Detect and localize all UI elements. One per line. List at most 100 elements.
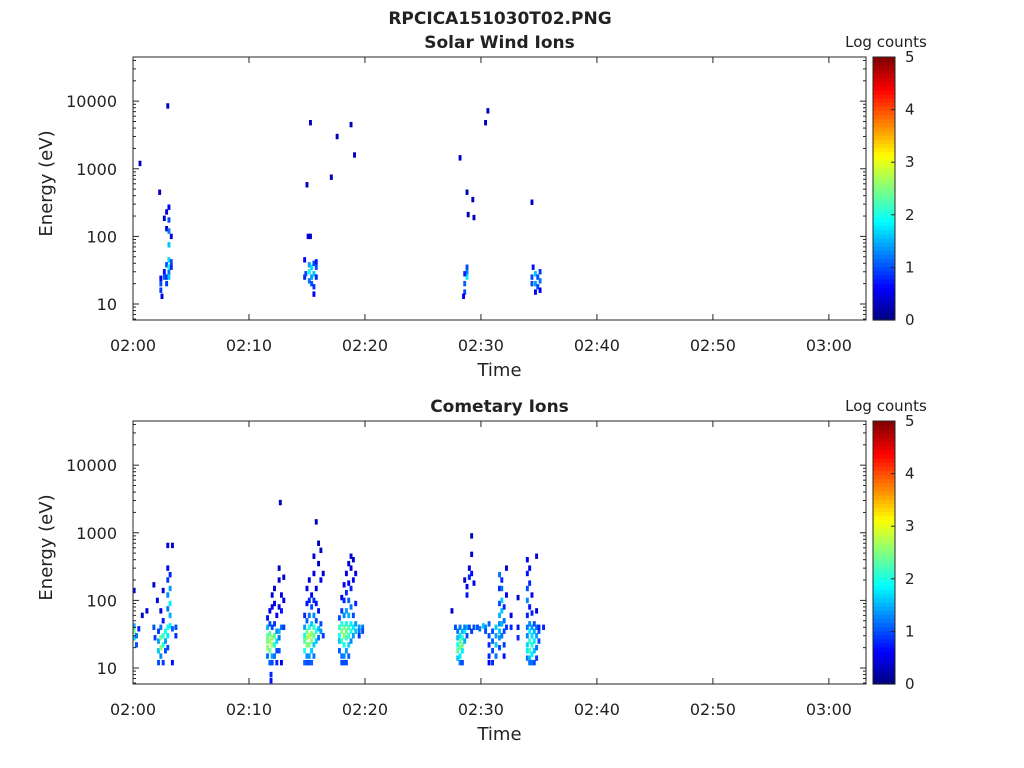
heatmap-cell xyxy=(275,612,279,619)
heatmap-cell xyxy=(530,199,534,205)
colorbar-segment xyxy=(873,548,895,554)
colorbar-segment xyxy=(873,568,895,574)
heatmap-cell xyxy=(167,274,171,280)
colorbar-segment xyxy=(873,425,895,430)
heatmap-cell xyxy=(321,570,325,577)
colorbar-segment xyxy=(873,552,895,558)
x-axis-label: Time xyxy=(476,724,521,745)
colorbar-segment xyxy=(873,449,895,455)
heatmap-cell xyxy=(266,653,269,659)
heatmap-cell xyxy=(349,565,353,571)
colorbar-segment xyxy=(873,254,895,259)
colorbar-segment xyxy=(873,69,895,75)
heatmap-cell xyxy=(494,633,498,639)
heatmap-cell xyxy=(277,648,281,654)
heatmap-cell xyxy=(270,604,274,610)
colorbar-segment xyxy=(873,655,895,660)
heatmap-cell xyxy=(303,624,307,630)
heatmap-cell xyxy=(494,642,498,648)
heatmap-cell xyxy=(167,269,171,275)
heatmap-cell xyxy=(525,556,529,563)
heatmap-cell xyxy=(337,638,341,644)
colorbar-segment xyxy=(873,437,895,443)
heatmap-cell xyxy=(270,592,274,598)
heatmap-cell xyxy=(525,633,529,639)
heatmap-cell xyxy=(137,626,141,632)
heatmap-cell xyxy=(303,633,307,639)
heatmap-cell xyxy=(500,577,504,583)
colorbar-segment xyxy=(873,213,895,218)
heatmap-cell xyxy=(307,597,311,604)
heatmap-cell xyxy=(268,608,272,614)
y-axis-label: Energy (eV) xyxy=(36,494,57,600)
heatmap-cell xyxy=(135,642,138,648)
x-tick-label: 02:20 xyxy=(342,336,388,355)
y-tick-label: 10 xyxy=(97,659,117,678)
colorbar-segment xyxy=(873,283,895,288)
y-tick-label: 100 xyxy=(86,227,117,246)
y-tick-label: 100 xyxy=(86,591,117,610)
heatmap-cell xyxy=(157,659,160,666)
heatmap-cell xyxy=(312,612,316,619)
colorbar-segment xyxy=(873,605,895,611)
heatmap-cell xyxy=(536,274,540,280)
heatmap-cell xyxy=(159,644,163,651)
colorbar-segment xyxy=(873,597,895,603)
heatmap-cell xyxy=(498,644,501,651)
heatmap-cell xyxy=(277,565,281,571)
heatmap-cell xyxy=(174,624,178,630)
colorbar-segment xyxy=(873,638,895,644)
heatmap-cell xyxy=(465,624,469,630)
heatmap-cell xyxy=(307,653,311,659)
heatmap-cell xyxy=(165,225,169,232)
colorbar-segment xyxy=(873,651,895,656)
heatmap-cell xyxy=(310,659,314,666)
heatmap-cell xyxy=(310,280,314,287)
heatmap-cell xyxy=(167,228,171,234)
heatmap-cell xyxy=(498,635,501,641)
heatmap-cell xyxy=(349,621,353,627)
heatmap-cell xyxy=(305,653,309,659)
colorbar-segment xyxy=(873,614,895,619)
heatmap-cell xyxy=(344,648,348,654)
heatmap-cell xyxy=(312,284,316,290)
heatmap-cell xyxy=(498,600,501,607)
heatmap-cell xyxy=(502,653,506,659)
heatmap-cell xyxy=(159,635,163,641)
heatmap-cell xyxy=(307,612,311,619)
colorbar-segment xyxy=(873,667,895,673)
heatmap-cell xyxy=(307,642,311,648)
heatmap-cell xyxy=(305,618,309,624)
heatmap-cell xyxy=(167,204,171,210)
colorbar-label: Log counts xyxy=(845,397,927,415)
colorbar-segment xyxy=(873,618,895,623)
heatmap-cell xyxy=(168,623,172,629)
heatmap-cell xyxy=(458,644,462,651)
heatmap-cell xyxy=(166,592,170,598)
heatmap-cell xyxy=(303,612,307,619)
heatmap-cell xyxy=(502,618,506,624)
heatmap-cell xyxy=(152,624,156,630)
colorbar-segment xyxy=(873,278,895,284)
heatmap-cell xyxy=(317,540,321,546)
heatmap-cell xyxy=(476,624,479,630)
heatmap-cell xyxy=(158,189,162,195)
colorbar-segment xyxy=(873,519,895,525)
heatmap-cell xyxy=(347,633,351,639)
heatmap-cell xyxy=(319,628,323,634)
heatmap-cell xyxy=(342,582,346,588)
heatmap-cell xyxy=(314,585,318,592)
heatmap-cell xyxy=(268,638,272,644)
heatmap-cell xyxy=(342,642,346,648)
heatmap-cell xyxy=(308,120,312,126)
heatmap-cell xyxy=(491,648,494,654)
heatmap-cell xyxy=(533,271,537,277)
heatmap-cell xyxy=(303,648,307,654)
heatmap-cell xyxy=(340,608,344,614)
heatmap-cell xyxy=(280,659,283,666)
heatmap-cell xyxy=(340,621,344,627)
heatmap-cell xyxy=(307,577,311,583)
heatmap-cell xyxy=(463,638,467,644)
colorbar-segment xyxy=(873,453,895,459)
